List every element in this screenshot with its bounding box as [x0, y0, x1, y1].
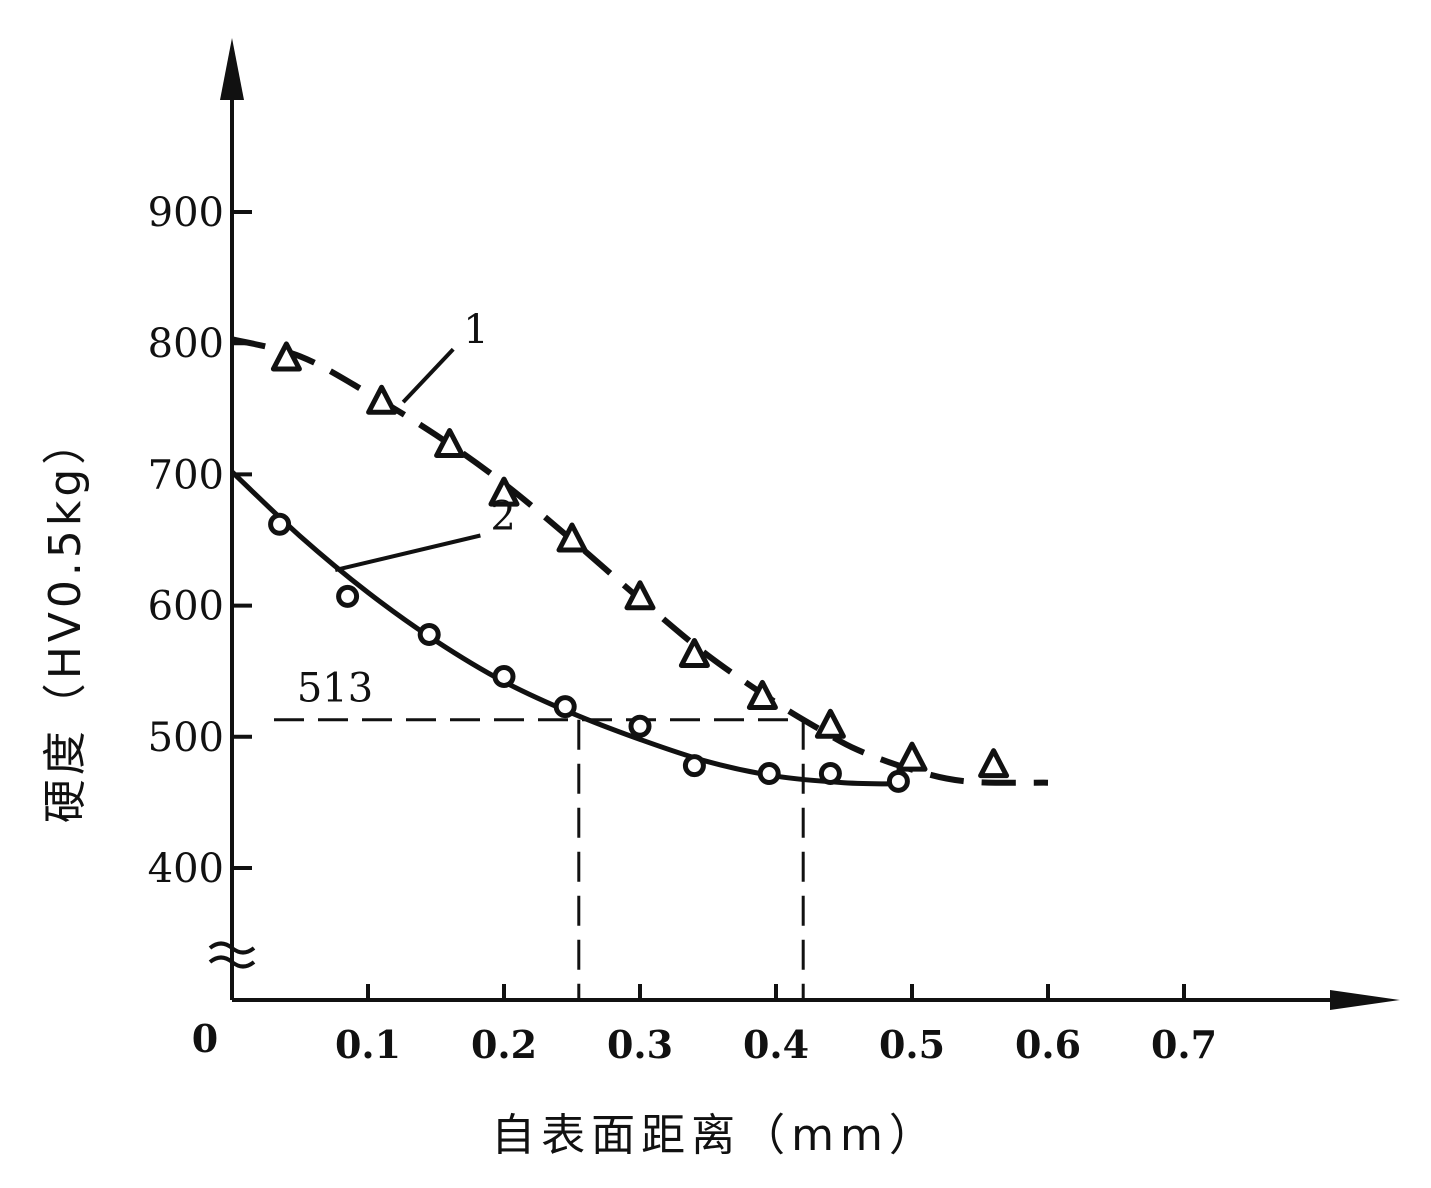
series-2-point — [757, 762, 781, 786]
series-1-point — [896, 741, 928, 772]
origin-label: 0 — [192, 1016, 218, 1061]
reference-label: 513 — [297, 666, 373, 712]
series-1-point — [624, 580, 656, 611]
series-1-point — [488, 476, 520, 507]
y-tick-label: 400 — [148, 846, 224, 892]
leader-line-2 — [334, 533, 481, 573]
series-label-2: 2 — [490, 494, 515, 540]
y-tick-label: 900 — [148, 190, 224, 236]
annotations: 12 — [334, 307, 516, 573]
series-1-point — [746, 679, 778, 710]
axis-break-mark — [208, 941, 256, 955]
series-2-point — [417, 622, 441, 646]
x-tick-label: 0.1 — [335, 1022, 401, 1067]
series-1-point — [978, 748, 1010, 779]
x-tick-label: 0.4 — [743, 1022, 809, 1067]
series-2-point — [818, 762, 842, 786]
series-2-point — [553, 695, 577, 719]
axis-break-mark — [208, 955, 256, 969]
series-markers — [268, 341, 1010, 793]
series-1-point — [434, 428, 466, 459]
series-2-line — [230, 469, 899, 787]
series-1-point — [678, 637, 710, 668]
series-2-point — [886, 769, 910, 793]
y-axis-arrow — [220, 38, 244, 100]
y-axis-title: 硬度（HV0.5kg） — [40, 417, 91, 824]
axes: 400 500 600 700 800 900 0.1 0.2 0.3 0.4 0.5 0.6 0.7 0 — [148, 38, 1400, 1067]
series-2-point — [682, 754, 706, 778]
x-tick-label: 0.6 — [1015, 1022, 1081, 1067]
x-tick-label: 0.3 — [607, 1022, 673, 1067]
y-tick-label: 700 — [148, 452, 224, 498]
x-tick-label: 0.2 — [471, 1022, 537, 1067]
x-tick-label: 0.5 — [879, 1022, 945, 1067]
leader-line-1 — [401, 347, 455, 404]
x-axis-title: 自表面距离（mm） — [491, 1110, 939, 1161]
series-label-1: 1 — [463, 307, 488, 353]
series-2-point — [628, 714, 652, 738]
series-2-point — [336, 584, 360, 608]
series-1-point — [814, 708, 846, 739]
y-tick-label: 600 — [148, 584, 224, 630]
series-1-point — [556, 522, 588, 553]
series-1-point — [270, 341, 302, 372]
series-2-point — [492, 664, 516, 688]
series-1-point — [366, 384, 398, 415]
series-2-point — [268, 512, 292, 536]
x-tick-label: 0.7 — [1151, 1022, 1217, 1067]
x-axis-arrow — [1330, 990, 1400, 1010]
y-tick-label: 500 — [148, 715, 224, 761]
reference-lines: 513 — [274, 666, 805, 1000]
y-tick-label: 800 — [148, 321, 224, 367]
